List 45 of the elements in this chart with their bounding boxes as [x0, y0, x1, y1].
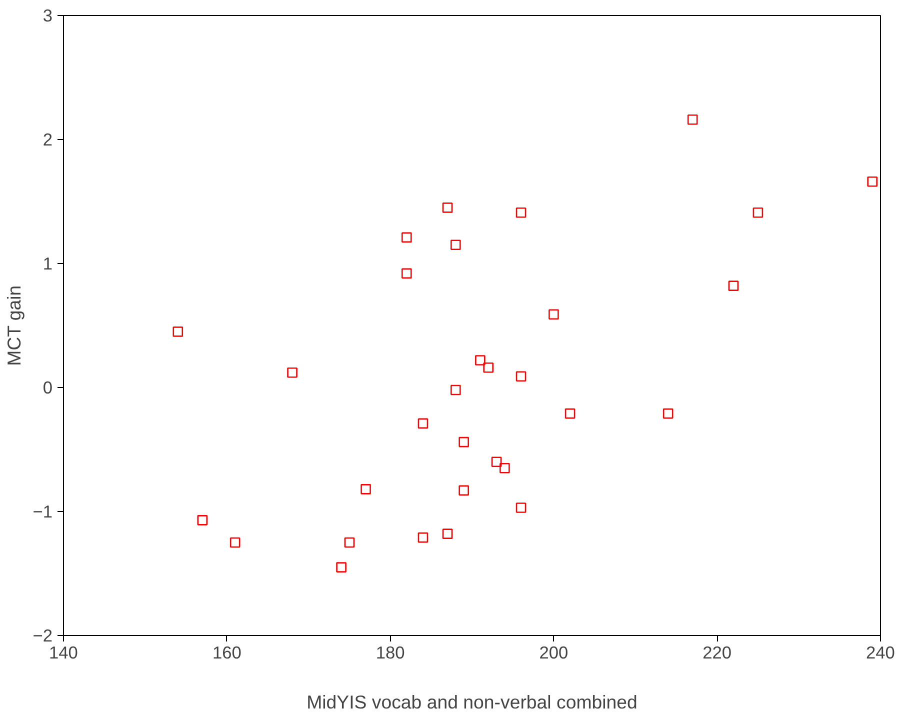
- point: [360, 484, 371, 494]
- point: [548, 309, 559, 320]
- y-tick-label: 0: [42, 378, 53, 398]
- point: [458, 436, 469, 448]
- x-tick-label: 140: [49, 642, 78, 662]
- y-tick-label: 1: [42, 254, 53, 274]
- point: [500, 462, 510, 474]
- y-tick-label: −2: [32, 626, 53, 646]
- point: [450, 384, 461, 396]
- point: [516, 371, 526, 382]
- point: [197, 515, 208, 526]
- point: [867, 176, 878, 187]
- y-tick-label: 3: [42, 6, 53, 26]
- y-tick-label: −1: [32, 502, 53, 522]
- point: [450, 240, 461, 250]
- point: [475, 355, 486, 366]
- point: [516, 502, 526, 513]
- point: [752, 208, 764, 218]
- point: [172, 326, 184, 337]
- x-axis-title: MidYIS vocab and non-verbal combined: [306, 692, 638, 712]
- point: [564, 408, 576, 419]
- point: [491, 456, 502, 468]
- point: [344, 537, 355, 548]
- point: [728, 280, 739, 291]
- point: [287, 367, 298, 378]
- point: [230, 537, 240, 548]
- x-tick-label: 160: [212, 642, 242, 662]
- point: [458, 485, 469, 496]
- point: [418, 532, 428, 543]
- y-tick-label: 2: [42, 130, 53, 150]
- point: [418, 418, 428, 429]
- point: [336, 562, 346, 572]
- x-tick-label: 200: [539, 642, 568, 662]
- point: [401, 232, 412, 243]
- point: [687, 114, 698, 125]
- point: [442, 202, 453, 213]
- point: [516, 208, 526, 218]
- y-axis-title: MCT gain: [4, 285, 25, 366]
- point: [401, 268, 412, 279]
- x-tick-label: 180: [376, 642, 405, 662]
- point: [483, 362, 494, 373]
- x-tick-label: 220: [702, 642, 732, 662]
- point: [662, 408, 674, 419]
- x-tick-label: 240: [866, 642, 895, 662]
- point: [442, 528, 453, 539]
